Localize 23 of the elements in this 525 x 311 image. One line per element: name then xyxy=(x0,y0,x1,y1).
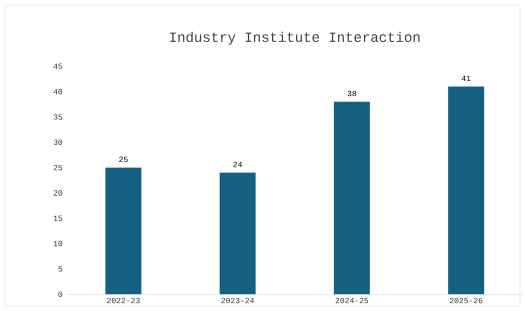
x-tick-label: 2025-26 xyxy=(450,298,482,304)
x-tick-label: 2023-24 xyxy=(221,298,254,304)
y-tick-label: 15 xyxy=(54,216,62,221)
y-tick-label: 0 xyxy=(58,292,62,297)
bar xyxy=(334,102,370,294)
x-tick-label: 2024-25 xyxy=(336,298,368,304)
y-tick-label: 20 xyxy=(54,190,62,196)
y-tick-label: 30 xyxy=(54,140,62,145)
y-tick-label: 35 xyxy=(54,114,62,120)
data-label: 38 xyxy=(348,90,356,96)
y-tick-label: 10 xyxy=(54,240,62,246)
y-tick-label: 45 xyxy=(54,64,62,69)
y-tick-label: 40 xyxy=(54,88,62,94)
data-label: 24 xyxy=(233,162,242,168)
bar xyxy=(105,168,142,294)
bar xyxy=(220,172,256,294)
data-label: 25 xyxy=(119,156,128,162)
x-tick-label: 2022-23 xyxy=(107,298,140,304)
chart-title: Industry Institute Interaction xyxy=(170,32,420,45)
y-tick-label: 5 xyxy=(58,266,62,272)
bar xyxy=(448,86,484,294)
y-tick-label: 25 xyxy=(54,164,62,170)
data-label: 41 xyxy=(462,76,471,82)
